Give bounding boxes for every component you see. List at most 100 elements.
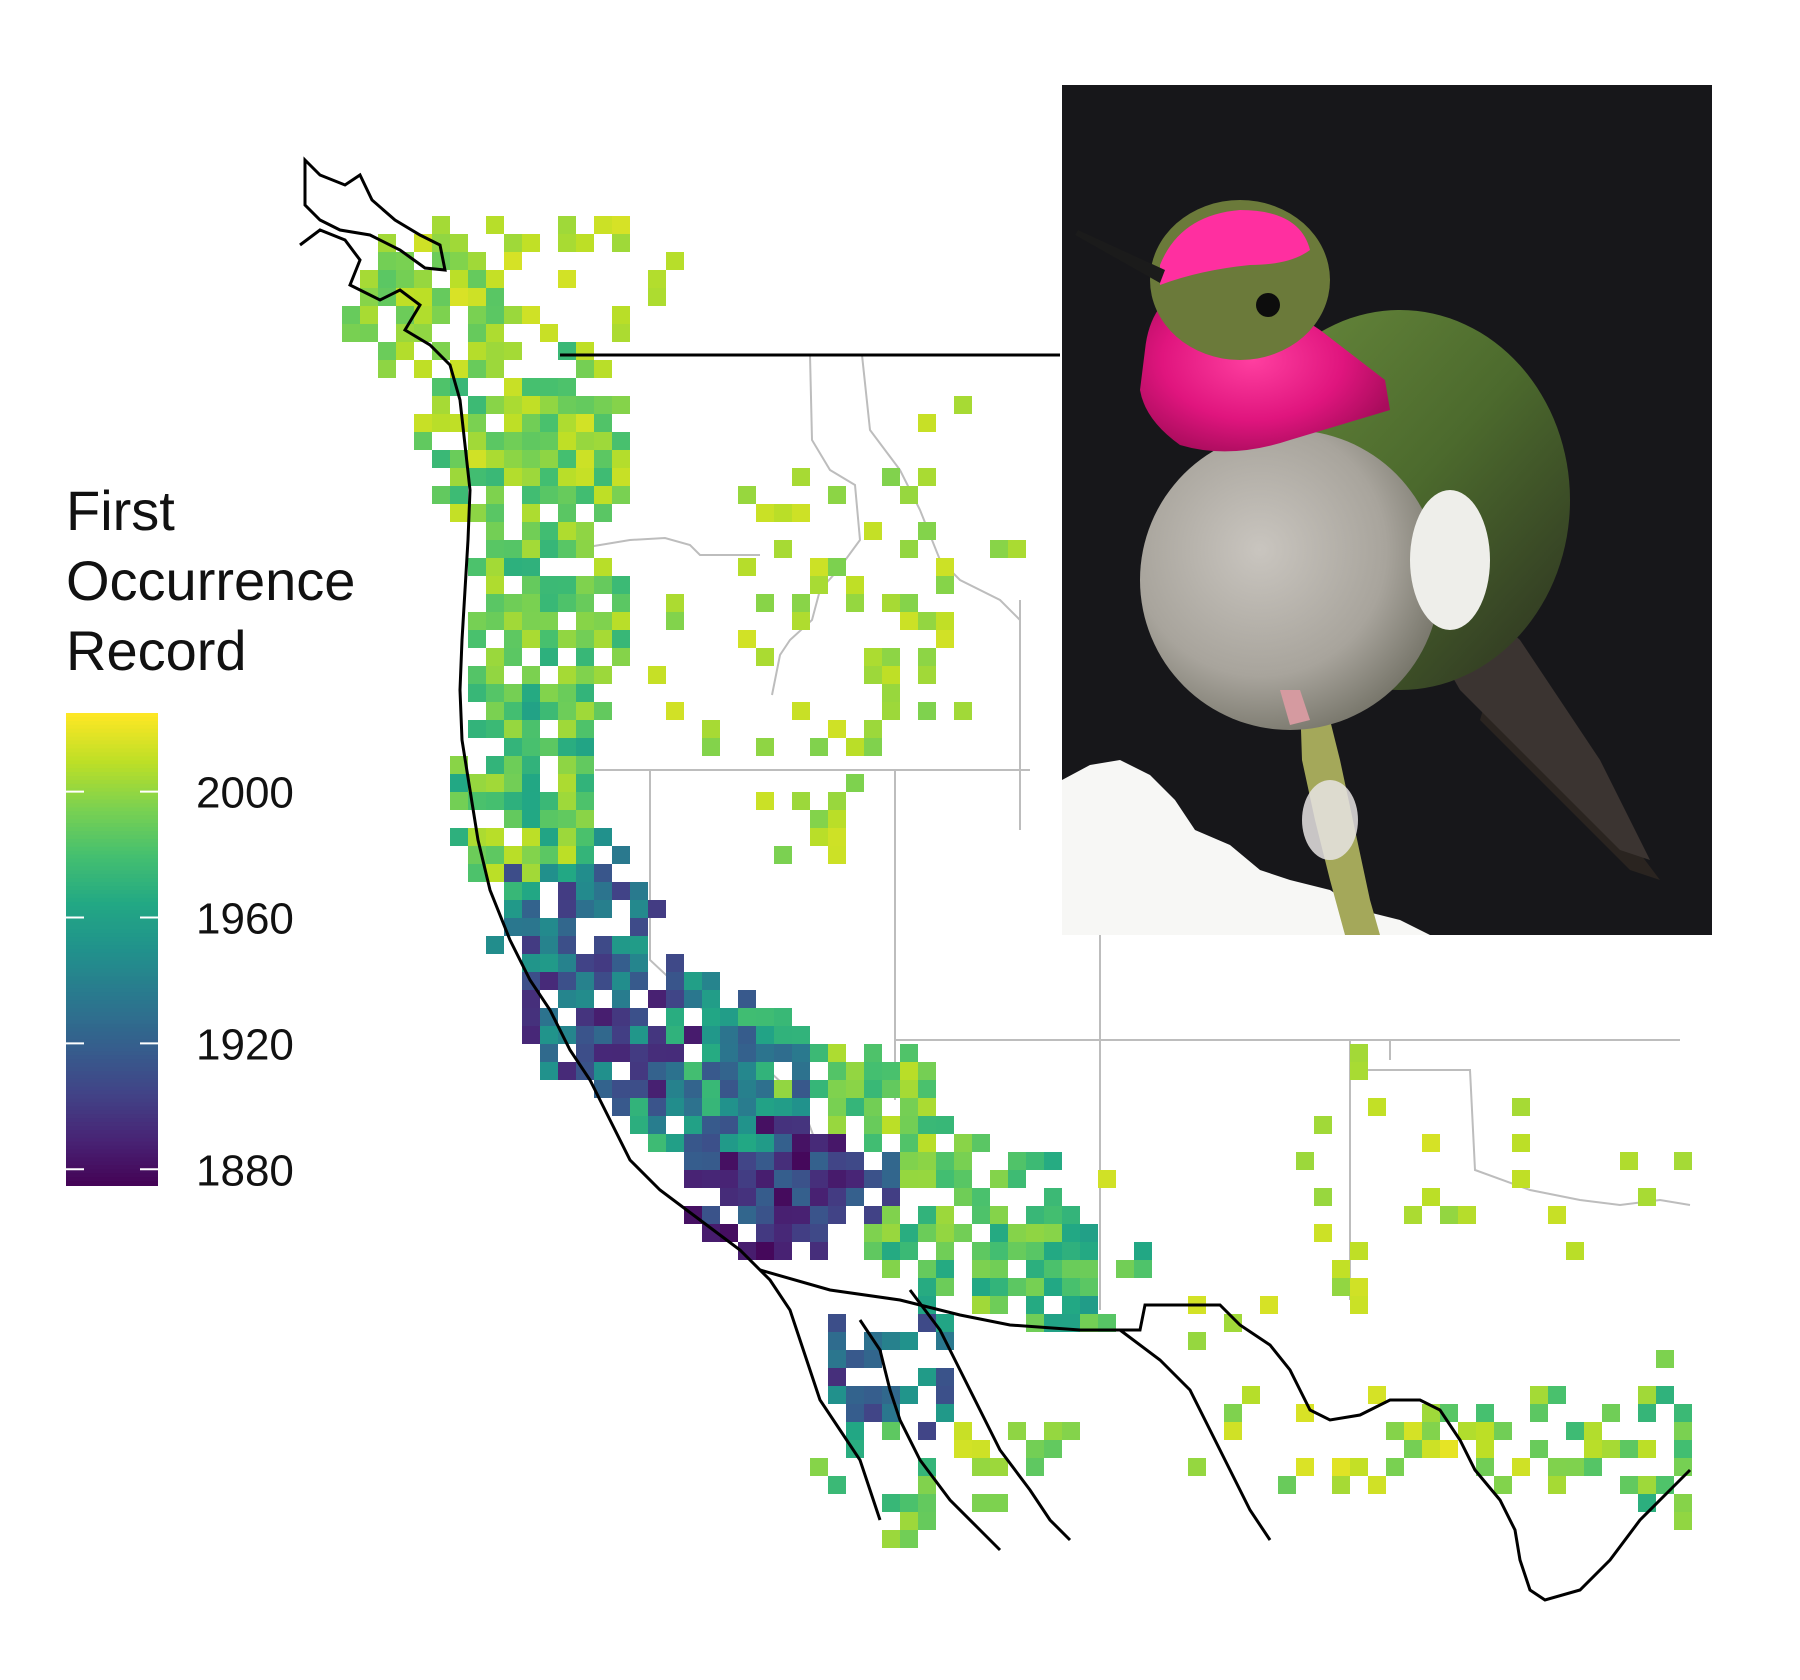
- occurrence-cell: [684, 1080, 702, 1098]
- legend-colorbar-segment: [66, 831, 158, 836]
- occurrence-cell: [612, 486, 630, 504]
- occurrence-cell: [576, 612, 594, 630]
- occurrence-cell: [828, 1350, 846, 1368]
- occurrence-cell: [432, 342, 450, 360]
- occurrence-cell: [1512, 1134, 1530, 1152]
- occurrence-cell: [576, 702, 594, 720]
- occurrence-cell: [918, 1098, 936, 1116]
- occurrence-cell: [1494, 1422, 1512, 1440]
- occurrence-cell: [1008, 540, 1026, 558]
- occurrence-cell: [486, 486, 504, 504]
- occurrence-cell: [576, 954, 594, 972]
- occurrence-cell: [486, 774, 504, 792]
- occurrence-cell: [522, 468, 540, 486]
- occurrence-cell: [1512, 1170, 1530, 1188]
- legend-colorbar-segment: [66, 1102, 158, 1108]
- occurrence-cell: [558, 774, 576, 792]
- occurrence-cell: [1422, 1422, 1440, 1440]
- occurrence-cell: [648, 270, 666, 288]
- occurrence-cell: [846, 1062, 864, 1080]
- occurrence-cell: [936, 1116, 954, 1134]
- occurrence-cell: [1062, 1314, 1080, 1332]
- occurrence-cell: [882, 468, 900, 486]
- occurrence-cell: [1188, 1332, 1206, 1350]
- occurrence-cell: [396, 324, 414, 342]
- occurrence-cell: [702, 1062, 720, 1080]
- occurrence-cell: [558, 594, 576, 612]
- occurrence-cell: [828, 1062, 846, 1080]
- legend-colorbar-segment: [66, 921, 158, 927]
- occurrence-cell: [810, 810, 828, 828]
- occurrence-cell: [648, 990, 666, 1008]
- occurrence-cell: [990, 1296, 1008, 1314]
- occurrence-cell: [630, 1026, 648, 1044]
- occurrence-cell: [630, 954, 648, 972]
- occurrence-cell: [1080, 1278, 1098, 1296]
- occurrence-cell: [918, 1224, 936, 1242]
- occurrence-cell: [828, 1386, 846, 1404]
- occurrence-cell: [360, 306, 378, 324]
- occurrence-cell: [1116, 1260, 1134, 1278]
- legend-colorbar-segment: [66, 1074, 158, 1080]
- occurrence-cell: [450, 450, 468, 468]
- occurrence-cell: [630, 1080, 648, 1098]
- occurrence-cell: [900, 1152, 918, 1170]
- legend-colorbar-segment: [66, 819, 158, 825]
- occurrence-cell: [558, 738, 576, 756]
- occurrence-cell: [738, 1134, 756, 1152]
- occurrence-cell: [468, 666, 486, 684]
- occurrence-cell: [540, 936, 558, 954]
- occurrence-cell: [378, 360, 396, 378]
- occurrence-cell: [522, 1026, 540, 1044]
- occurrence-cell: [594, 468, 612, 486]
- occurrence-cell: [1656, 1386, 1674, 1404]
- occurrence-cell: [612, 972, 630, 990]
- occurrence-cell: [774, 1026, 792, 1044]
- occurrence-cell: [540, 648, 558, 666]
- occurrence-cell: [486, 216, 504, 234]
- occurrence-cell: [1134, 1260, 1152, 1278]
- occurrence-cell: [522, 540, 540, 558]
- occurrence-cell: [720, 1062, 738, 1080]
- occurrence-cell: [918, 468, 936, 486]
- occurrence-cell: [576, 882, 594, 900]
- occurrence-cell: [540, 594, 558, 612]
- legend-colorbar-segment: [66, 811, 158, 817]
- occurrence-cell: [504, 612, 522, 630]
- occurrence-cell: [414, 432, 432, 450]
- occurrence-cell: [522, 378, 540, 396]
- legend-colorbar-segment: [66, 760, 158, 766]
- occurrence-cell: [666, 1062, 684, 1080]
- occurrence-cell: [594, 828, 612, 846]
- occurrence-cell: [702, 1044, 720, 1062]
- occurrence-cell: [450, 504, 468, 522]
- legend-colorbar-segment: [66, 740, 158, 746]
- legend-colorbar-segment: [66, 783, 158, 789]
- occurrence-cell: [648, 288, 666, 306]
- occurrence-cell: [486, 450, 504, 468]
- occurrence-cell: [1638, 1440, 1656, 1458]
- legend-colorbar-segment: [66, 862, 158, 868]
- occurrence-cell: [882, 1242, 900, 1260]
- occurrence-cell: [594, 882, 612, 900]
- occurrence-cell: [1656, 1350, 1674, 1368]
- occurrence-cell: [486, 648, 504, 666]
- occurrence-cell: [1422, 1134, 1440, 1152]
- occurrence-cell: [396, 288, 414, 306]
- occurrence-cell: [558, 270, 576, 288]
- occurrence-cell: [504, 900, 522, 918]
- bird-feet: [1280, 690, 1310, 725]
- occurrence-cell: [630, 1116, 648, 1134]
- occurrence-cell: [612, 216, 630, 234]
- occurrence-cell: [468, 558, 486, 576]
- legend-colorbar-segment: [66, 756, 158, 762]
- legend-colorbar-segment: [66, 1122, 158, 1127]
- legend-colorbar-segment: [66, 1047, 158, 1053]
- legend-colorbar-segment: [66, 956, 158, 962]
- occurrence-cell: [792, 1026, 810, 1044]
- occurrence-cell: [1224, 1404, 1242, 1422]
- occurrence-cell: [468, 774, 486, 792]
- bird-beak: [1075, 230, 1165, 283]
- occurrence-cell: [504, 558, 522, 576]
- occurrence-cell: [792, 1098, 810, 1116]
